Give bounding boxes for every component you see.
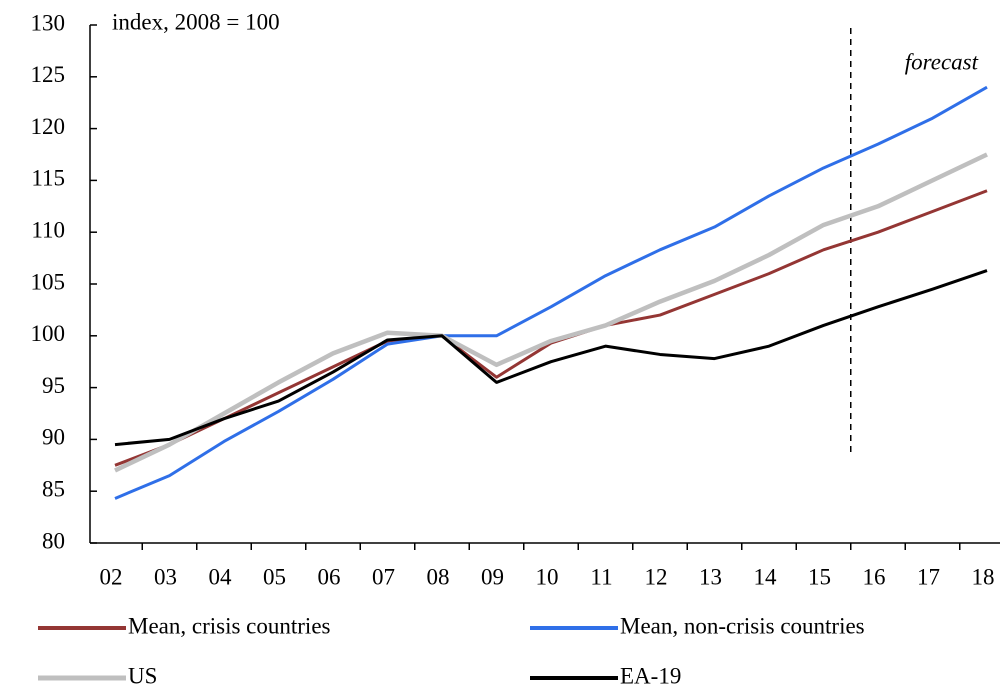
x-tick-label: 12 bbox=[645, 564, 668, 589]
x-tick-label: 16 bbox=[863, 564, 886, 589]
x-tick-label: 03 bbox=[154, 564, 177, 589]
legend-label: EA-19 bbox=[620, 663, 681, 688]
forecast-label: forecast bbox=[905, 49, 979, 74]
series-line bbox=[114, 269, 988, 447]
x-tick-label: 04 bbox=[209, 564, 233, 589]
x-tick-label: 14 bbox=[754, 564, 778, 589]
y-tick-label: 110 bbox=[31, 217, 65, 242]
x-tick-label: 10 bbox=[536, 564, 559, 589]
x-tick-label: 18 bbox=[972, 564, 995, 589]
x-tick-label: 06 bbox=[318, 564, 341, 589]
chart-subtitle: index, 2008 = 100 bbox=[112, 9, 280, 34]
x-tick-label: 05 bbox=[263, 564, 286, 589]
legend-label: Mean, crisis countries bbox=[128, 613, 331, 638]
x-tick-label: 13 bbox=[699, 564, 722, 589]
x-tick-label: 07 bbox=[372, 564, 395, 589]
x-tick-label: 02 bbox=[100, 564, 123, 589]
x-tick-label: 15 bbox=[808, 564, 831, 589]
y-tick-label: 80 bbox=[42, 528, 65, 553]
y-tick-label: 95 bbox=[42, 373, 65, 398]
y-tick-label: 125 bbox=[31, 62, 66, 87]
x-tick-label: 08 bbox=[427, 564, 450, 589]
x-tick-label: 11 bbox=[590, 564, 612, 589]
x-tick-label: 17 bbox=[917, 564, 940, 589]
y-tick-label: 115 bbox=[31, 166, 65, 191]
series-line bbox=[114, 189, 988, 467]
series-line bbox=[114, 152, 988, 473]
x-tick-label: 09 bbox=[481, 564, 504, 589]
y-tick-label: 120 bbox=[31, 114, 66, 139]
y-tick-label: 90 bbox=[42, 425, 65, 450]
legend-label: Mean, non-crisis countries bbox=[620, 613, 865, 638]
y-tick-label: 105 bbox=[31, 269, 66, 294]
y-tick-label: 130 bbox=[31, 10, 66, 35]
y-tick-label: 85 bbox=[42, 476, 65, 501]
series-line bbox=[114, 85, 988, 500]
legend-label: US bbox=[128, 663, 157, 688]
y-tick-label: 100 bbox=[31, 321, 66, 346]
